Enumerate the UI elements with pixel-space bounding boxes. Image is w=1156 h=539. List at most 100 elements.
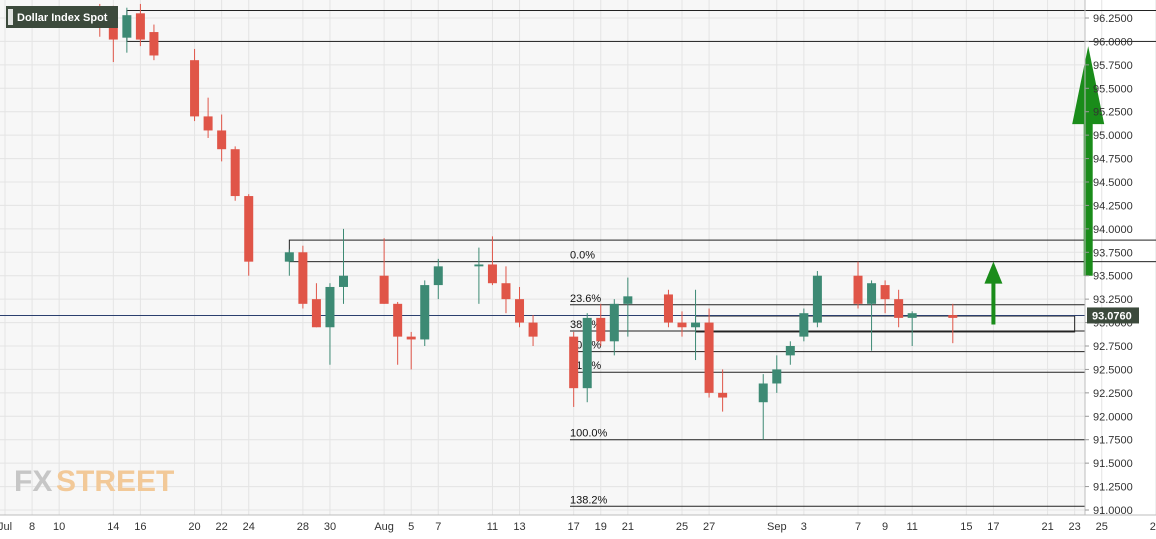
y-tick-label: 94.7500 [1093,154,1133,166]
y-tick-label: 92.7500 [1093,341,1133,353]
candle-body [772,369,782,384]
candle-body [799,313,809,337]
candle-body [867,283,877,304]
candle-body [433,266,443,286]
x-tick-label: 16 [134,521,146,533]
candle-body [948,315,958,318]
x-tick-label: Aug [374,521,394,533]
x-tick-label: 8 [29,521,35,533]
candle-body [298,252,308,304]
watermark-fx: FX [14,465,52,498]
candle-body [704,322,714,393]
x-tick-label: 17 [568,521,580,533]
x-tick-label: Sep [767,521,787,533]
candle-body [677,322,687,328]
x-tick-label: 25 [1096,521,1108,533]
x-tick-label: 17 [987,521,999,533]
y-tick-label: 95.0000 [1093,130,1133,142]
candle-body [487,264,497,284]
watermark: FX STREET [14,465,174,498]
candle-body [379,275,389,304]
fib-label: 23.6% [570,293,601,305]
candle-body [325,286,335,328]
y-tick-label: 91.7500 [1093,435,1133,447]
y-tick-label: 93.5000 [1093,271,1133,283]
y-tick-label: 92.2500 [1093,388,1133,400]
fib-label: 138.2% [570,494,608,506]
candle-body [122,15,132,38]
candle-body [311,299,321,328]
candle-body [190,60,200,117]
y-tick-label: 91.2500 [1093,482,1133,494]
x-tick-label: 23 [1069,521,1081,533]
candle-body [785,346,795,356]
candle-body [474,264,484,267]
x-tick-label: 19 [595,521,607,533]
title-background [6,6,118,28]
candle-body [596,317,606,342]
y-tick-label: 94.5000 [1093,177,1133,189]
x-tick-label: 14 [107,521,119,533]
candles [95,3,958,440]
x-tick-label: 13 [513,521,525,533]
y-tick-label: 94.0000 [1093,224,1133,236]
x-tick-label: 29 [1150,521,1156,533]
y-tick-label: 93.2500 [1093,294,1133,306]
y-tick-label: 91.0000 [1093,505,1133,517]
x-tick-label: 11 [906,521,917,533]
x-tick-label: 30 [324,521,336,533]
current-price-value: 93.0760 [1092,310,1132,322]
instrument-title: Dollar Index Spot [6,6,118,28]
y-tick-label: 95.5000 [1093,83,1133,95]
candle-body [203,116,213,131]
watermark-street: STREET [56,465,174,498]
x-tick-label: 28 [297,521,309,533]
current-price-label: 93.0760 [1087,307,1139,324]
candle-body [812,275,822,323]
candle-body [217,130,227,150]
x-tick-label: 24 [243,521,255,533]
x-tick-label: 3 [801,521,807,533]
candle-body [528,322,538,337]
arrow-head [984,261,1003,284]
x-tick-label: 9 [882,521,888,533]
y-tick-label: 95.2500 [1093,107,1133,119]
candle-body [420,285,430,340]
candle-body [907,313,917,318]
current-price-badge [1087,307,1139,324]
x-tick-label: 10 [53,521,65,533]
candle-body [230,149,240,197]
arrow-head [1072,46,1105,125]
y-axis: 96.2500 96.0000 95.7500 95.5000 95.2500 95.00… [1085,13,1133,517]
candle-body [406,336,416,340]
x-tick-label: 7 [435,521,441,533]
candle-body [609,303,619,342]
candle-body [758,383,768,403]
x-tick-label: 20 [188,521,200,533]
plot-background [0,0,1085,515]
y-tick-label: 93.7500 [1093,247,1133,259]
candle-body [894,299,904,318]
title-text: Dollar Index Spot [17,12,108,24]
candle-body [284,252,294,262]
candle-body [501,283,511,300]
candle-body [108,18,118,40]
candle-body [393,303,403,337]
x-tick-label: 21 [622,521,634,533]
x-tick-label: 27 [703,521,715,533]
candle-body [339,275,348,287]
x-tick-label: 15 [960,521,972,533]
x-tick-label: 11 [487,521,498,533]
candle-body [569,336,579,389]
x-tick-label: Jul [0,521,12,533]
fib-label: 0.0% [570,250,595,262]
fib-label: 100.0% [570,428,608,440]
x-tick-label: 7 [855,521,861,533]
candle-body [582,317,592,389]
candle-body [135,13,145,40]
y-tick-label: 94.2500 [1093,200,1133,212]
y-tick-label: 96.0000 [1093,36,1133,48]
candle-body [718,392,728,398]
y-tick-label: 95.7500 [1093,60,1133,72]
x-tick-label: 22 [216,521,228,533]
